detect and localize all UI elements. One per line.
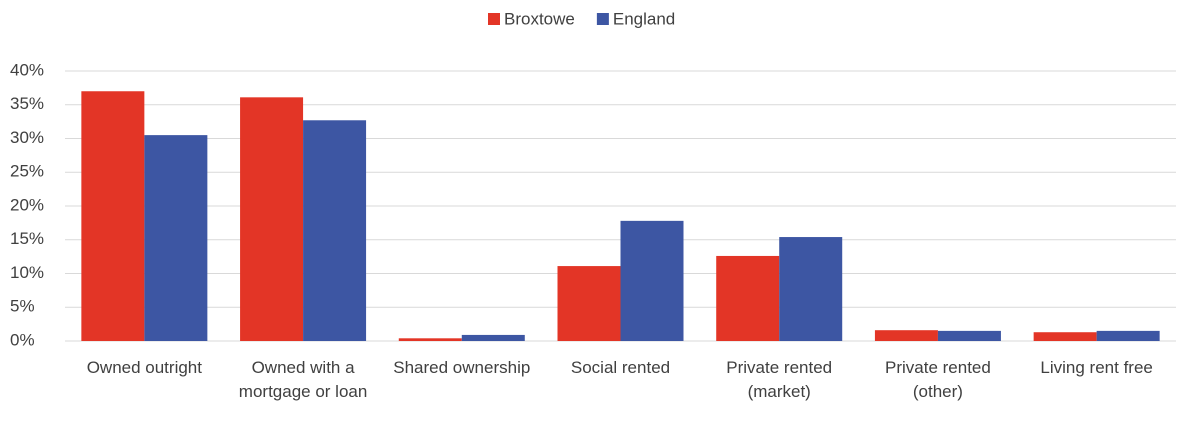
x-tick-label: Living rent free [1040, 358, 1153, 377]
bar [81, 91, 145, 341]
y-tick-label: 15% [10, 229, 44, 248]
bar [144, 135, 208, 341]
x-tick-label: Private rented (other) [885, 358, 991, 401]
bar [240, 97, 304, 341]
y-tick-label: 10% [10, 263, 44, 282]
legend-label: Broxtowe [504, 9, 575, 28]
y-tick-label: 0% [10, 330, 35, 349]
bar [779, 237, 843, 341]
y-tick-label: 35% [10, 94, 44, 113]
x-tick-label: Owned outright [86, 358, 202, 377]
x-tick-label: Social rented [570, 358, 671, 377]
bar [1033, 332, 1097, 341]
y-tick-label: 5% [10, 297, 35, 316]
x-tick-label: Shared ownership [393, 358, 531, 377]
y-tick-label: 40% [10, 60, 44, 79]
legend-swatch [488, 13, 500, 25]
bar [398, 338, 462, 341]
bar [557, 266, 621, 341]
bar [716, 255, 780, 341]
legend-swatch [596, 13, 609, 25]
y-tick-label: 20% [10, 195, 44, 214]
legend-label: England [613, 9, 675, 28]
bar [303, 120, 367, 342]
y-tick-label: 25% [10, 162, 44, 181]
bar [937, 330, 1001, 341]
bar [620, 220, 684, 341]
x-tick-label: Private rented (market) [726, 358, 833, 401]
bar [1096, 330, 1160, 341]
bar [874, 330, 938, 341]
y-tick-label: 30% [10, 128, 44, 147]
x-tick-label: Owned with a mortgage or loan [238, 358, 368, 401]
bar [461, 334, 525, 341]
